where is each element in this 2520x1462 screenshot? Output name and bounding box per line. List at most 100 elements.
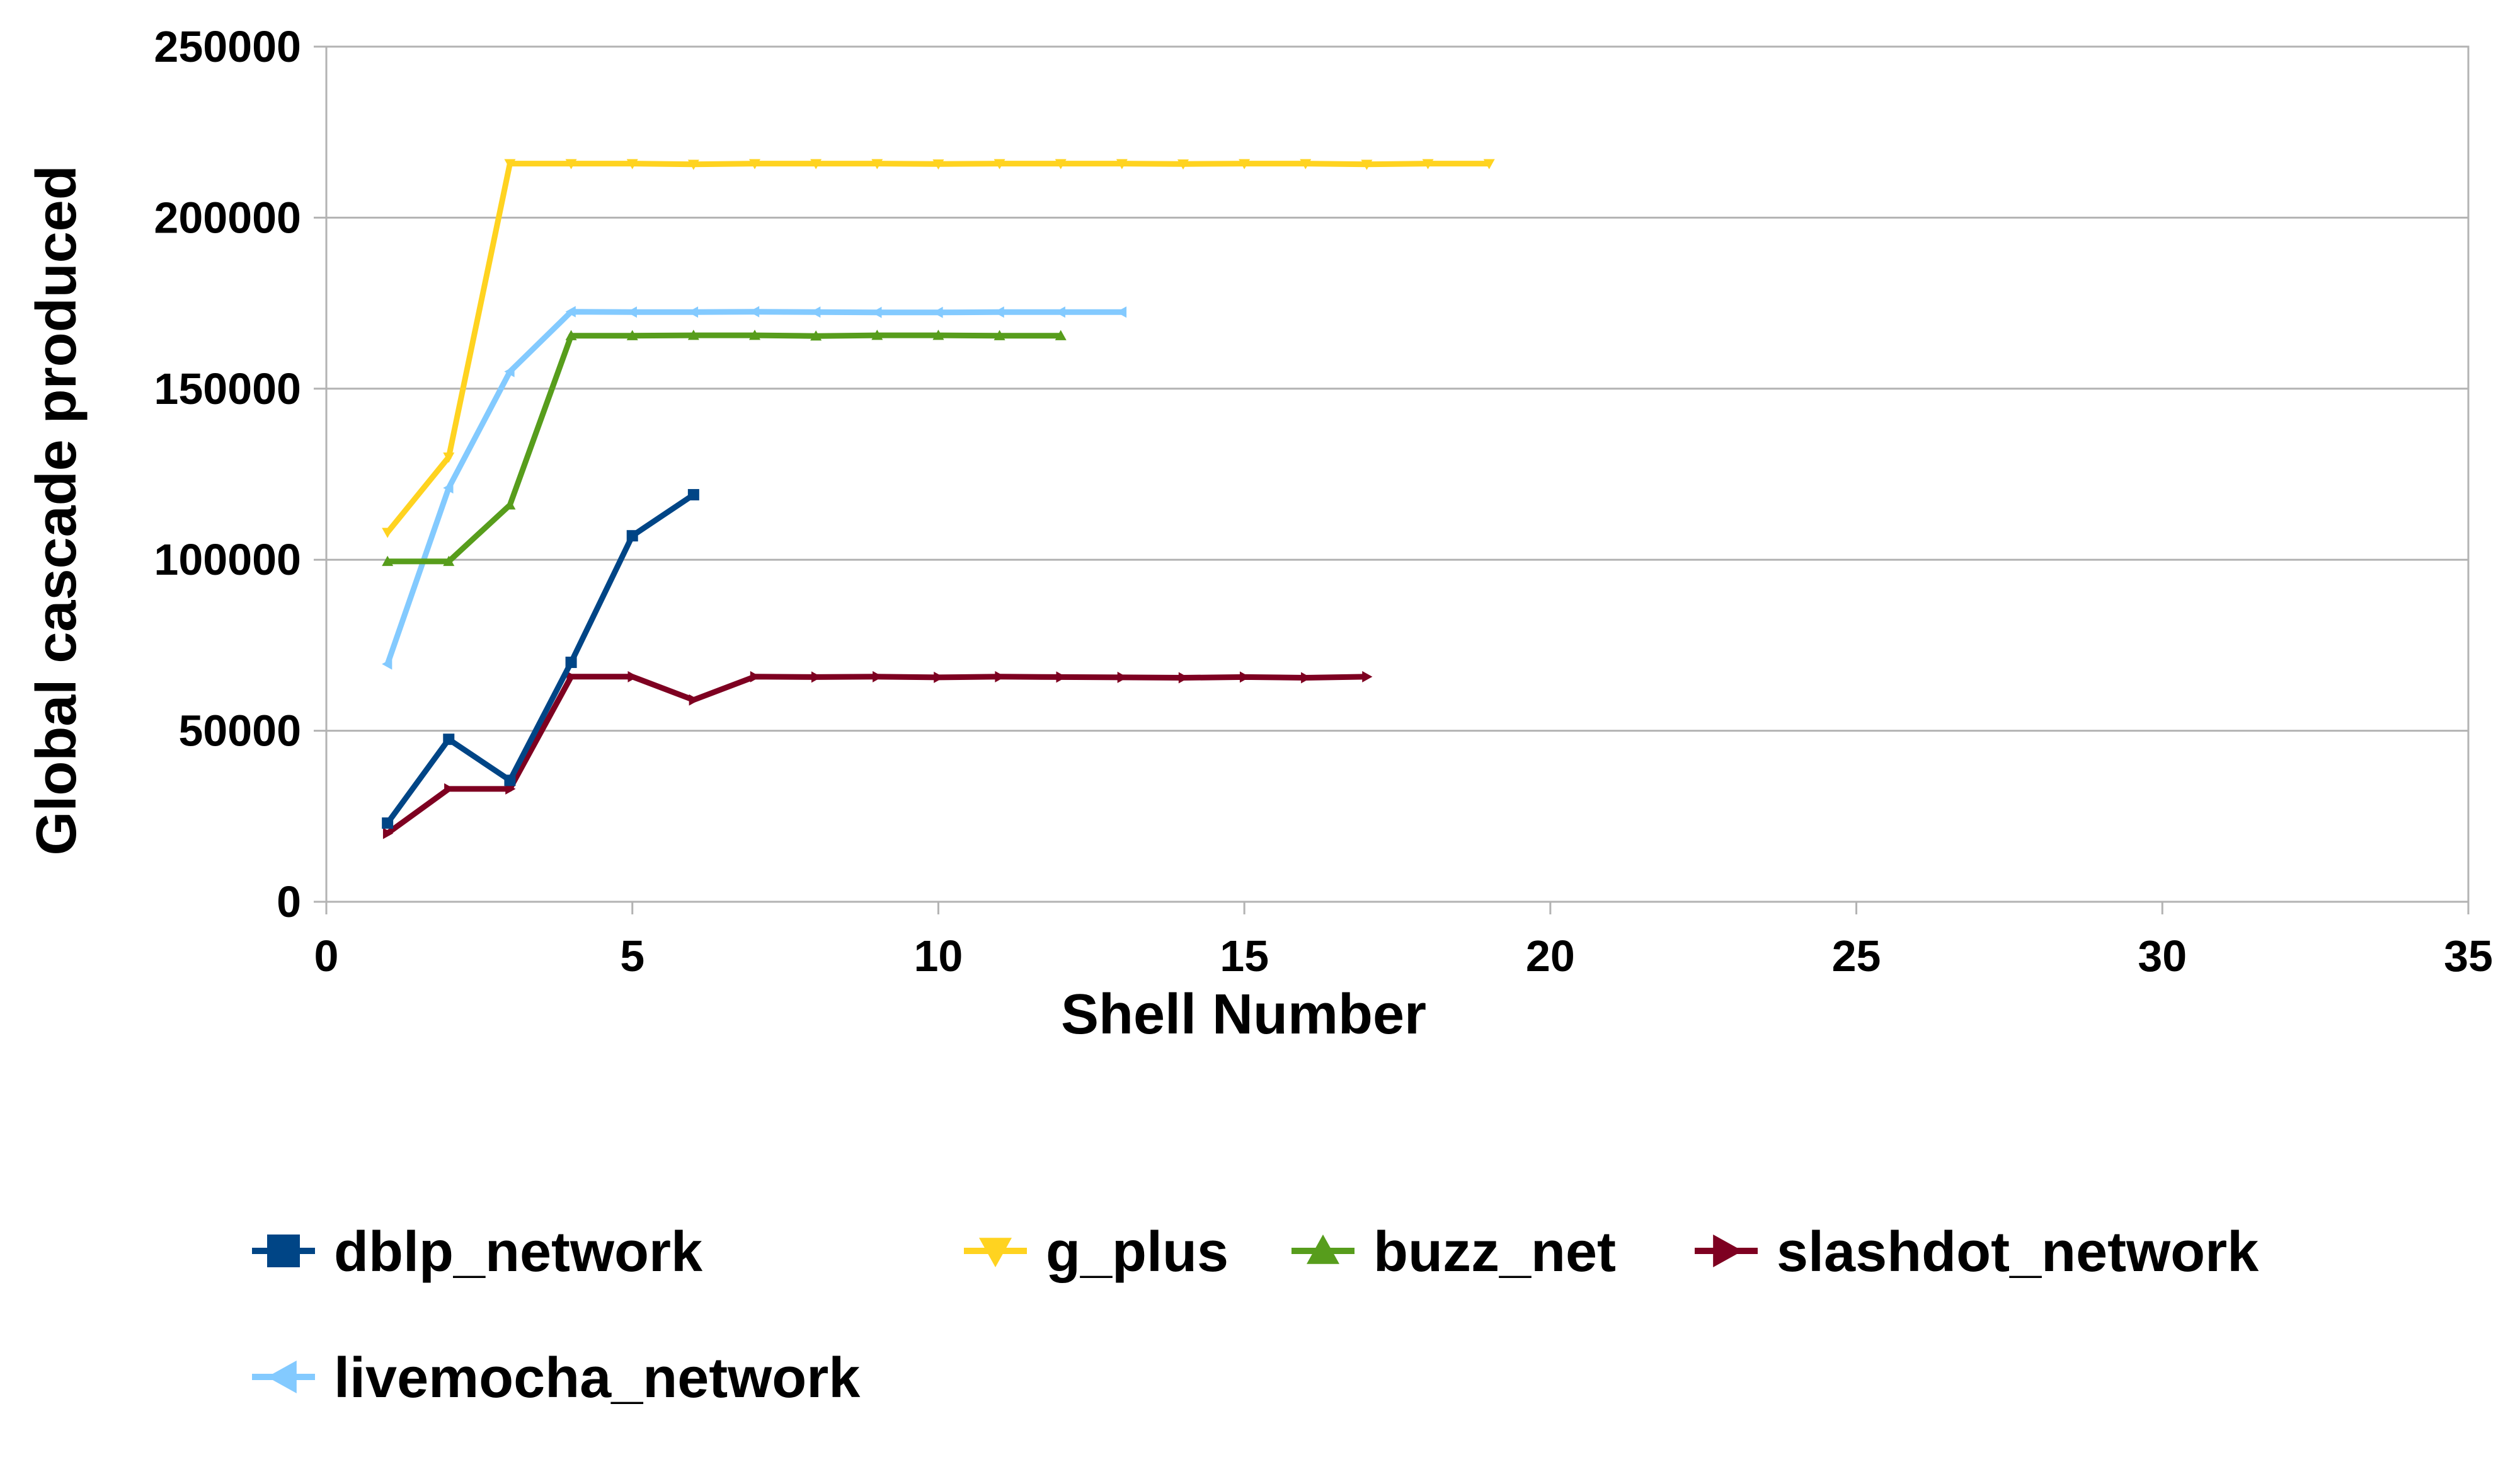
x-tick-label: 10 bbox=[914, 931, 963, 981]
data-point bbox=[1177, 159, 1189, 170]
series-line bbox=[385, 161, 1489, 534]
data-point bbox=[565, 306, 576, 318]
legend-marker bbox=[267, 1361, 297, 1393]
data-point bbox=[687, 489, 699, 501]
y-tick-label: 250000 bbox=[154, 22, 301, 71]
data-point bbox=[505, 783, 516, 795]
x-tick-label: 5 bbox=[620, 931, 644, 981]
x-tick-label: 35 bbox=[2444, 931, 2493, 981]
data-point bbox=[689, 694, 699, 706]
legend-item-slashdot_network: slashdot_network bbox=[1695, 1221, 2259, 1284]
y-axis-label: Global cascade produced bbox=[25, 165, 88, 855]
data-point bbox=[504, 159, 516, 170]
data-point bbox=[994, 330, 1005, 340]
data-point bbox=[382, 817, 394, 829]
data-point bbox=[1055, 306, 1065, 318]
data-point bbox=[932, 330, 944, 340]
legend-item-livemocha_network: livemocha_network bbox=[252, 1347, 861, 1410]
data-point bbox=[504, 366, 515, 377]
x-tick-label: 30 bbox=[2138, 931, 2187, 981]
series-g_plus bbox=[382, 159, 1495, 538]
data-point bbox=[626, 330, 638, 340]
axes bbox=[314, 45, 2470, 914]
legend-marker bbox=[267, 1235, 300, 1267]
data-point bbox=[810, 306, 821, 318]
legend-label: slashdot_network bbox=[1777, 1221, 2259, 1284]
y-tick-labels: 0 50000 100000 150000 200000 250000 bbox=[154, 22, 301, 926]
data-point bbox=[749, 330, 760, 340]
legend-marker bbox=[979, 1238, 1012, 1267]
data-point bbox=[1055, 330, 1067, 340]
series-line bbox=[387, 332, 1061, 565]
data-point bbox=[994, 159, 1005, 170]
data-point bbox=[1056, 671, 1067, 683]
data-point bbox=[566, 671, 577, 682]
data-point bbox=[443, 482, 454, 494]
data-point bbox=[626, 159, 638, 170]
y-tick-label: 100000 bbox=[154, 535, 301, 584]
data-point bbox=[1116, 306, 1127, 318]
legend-item-g_plus: g_plus bbox=[964, 1221, 1228, 1284]
data-point bbox=[750, 671, 760, 682]
legend-label: livemocha_network bbox=[334, 1347, 861, 1410]
data-point bbox=[1116, 159, 1128, 170]
data-point bbox=[873, 671, 883, 682]
data-point bbox=[443, 555, 455, 567]
series-slashdot_network bbox=[382, 671, 1373, 839]
data-point bbox=[1361, 159, 1373, 170]
data-point bbox=[687, 159, 699, 170]
data-point bbox=[749, 306, 760, 318]
data-point bbox=[687, 306, 699, 318]
data-point bbox=[932, 306, 943, 318]
series-dblp_network bbox=[382, 489, 699, 829]
data-point bbox=[1055, 159, 1067, 170]
grid-lines bbox=[326, 45, 2468, 903]
series-line bbox=[385, 492, 696, 825]
data-point bbox=[1178, 672, 1189, 684]
series-livemocha_network bbox=[382, 306, 1127, 670]
series-line bbox=[386, 674, 1367, 836]
legend-marker bbox=[1713, 1235, 1743, 1267]
data-point bbox=[687, 330, 699, 340]
data-series bbox=[382, 159, 1495, 839]
data-point bbox=[1117, 671, 1128, 683]
y-tick-label: 150000 bbox=[154, 364, 301, 413]
y-tick-label: 200000 bbox=[154, 193, 301, 242]
data-point bbox=[626, 306, 637, 318]
data-point bbox=[810, 159, 822, 170]
legend-item-buzz_net: buzz_net bbox=[1292, 1221, 1616, 1284]
data-point bbox=[871, 306, 882, 318]
x-tick-label: 20 bbox=[1526, 931, 1575, 981]
series-buzz_net bbox=[382, 330, 1067, 567]
data-point bbox=[443, 452, 455, 463]
series-line bbox=[384, 309, 1122, 665]
data-point bbox=[995, 671, 1005, 682]
x-axis-label: Shell Number bbox=[1061, 983, 1426, 1046]
data-point bbox=[811, 671, 822, 683]
data-point bbox=[932, 159, 944, 170]
x-tick-labels: 0 5 10 15 20 25 30 35 bbox=[314, 931, 2493, 981]
legend-marker bbox=[1307, 1235, 1339, 1264]
data-point bbox=[627, 671, 638, 682]
legend: dblp_network g_plus buzz_net slashdot_netwo… bbox=[252, 1221, 2259, 1410]
data-point bbox=[810, 330, 822, 341]
data-point bbox=[1362, 671, 1373, 682]
data-point bbox=[1301, 672, 1312, 684]
data-point bbox=[565, 159, 577, 170]
data-point bbox=[382, 555, 394, 567]
legend-label: buzz_net bbox=[1373, 1221, 1616, 1284]
data-point bbox=[504, 499, 516, 510]
data-point bbox=[1483, 159, 1495, 170]
data-point bbox=[749, 159, 760, 170]
data-point bbox=[1300, 159, 1312, 170]
data-point bbox=[871, 330, 883, 340]
data-point bbox=[382, 658, 392, 670]
data-point bbox=[565, 330, 577, 340]
plot-frame bbox=[325, 45, 2470, 903]
legend-label: dblp_network bbox=[334, 1221, 703, 1284]
data-point bbox=[626, 530, 638, 542]
data-point bbox=[1239, 159, 1251, 170]
y-tick-label: 50000 bbox=[178, 706, 301, 756]
data-point bbox=[504, 774, 516, 786]
